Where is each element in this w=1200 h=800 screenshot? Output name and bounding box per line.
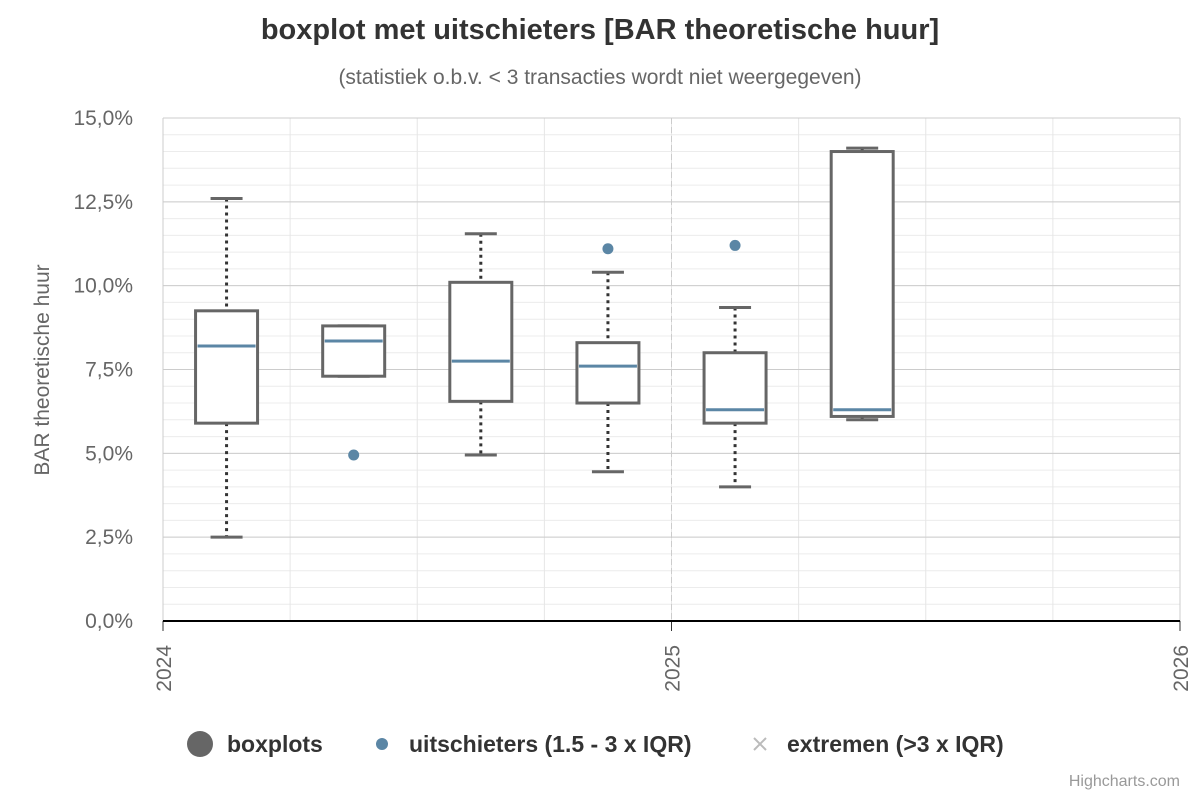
y-axis-title: BAR theoretische huur	[31, 264, 54, 475]
legend-item[interactable]: uitschieters (1.5 - 3 x IQR)	[376, 731, 691, 757]
y-tick-label: 15,0%	[73, 107, 133, 130]
iqr-box	[194, 309, 260, 425]
y-tick-label: 2,5%	[85, 526, 133, 549]
iqr-box	[321, 324, 387, 378]
legend-label: uitschieters (1.5 - 3 x IQR)	[409, 731, 691, 757]
boxplot-box	[829, 146, 895, 422]
iqr-box	[575, 341, 641, 405]
y-tick-label: 7,5%	[85, 359, 133, 382]
major-grid	[162, 117, 1181, 621]
y-tick-label: 12,5%	[73, 191, 133, 214]
outlier-point	[602, 243, 614, 255]
x-tick-label: 2025	[662, 645, 685, 692]
iqr-box	[448, 280, 514, 403]
chart-subtitle: (statistiek o.b.v. < 3 transacties wordt…	[338, 66, 862, 89]
iqr-box	[829, 150, 895, 418]
iqr-box	[702, 351, 768, 425]
chart-title: boxplot met uitschieters [BAR theoretisc…	[260, 14, 940, 46]
boxplot-box	[448, 232, 514, 457]
boxplot-box	[321, 324, 387, 378]
boxplot-box	[575, 270, 641, 474]
legend-item[interactable]: boxplots	[187, 731, 323, 757]
legend-label: boxplots	[227, 731, 323, 757]
x-tick-label: 2026	[1170, 645, 1193, 692]
credits-link[interactable]: Highcharts.com	[1068, 773, 1180, 790]
legend-symbol	[376, 738, 388, 750]
legend-symbol	[187, 731, 213, 757]
x-tick-label: 2024	[153, 645, 176, 692]
x-axis: 2024 2025 2026	[153, 620, 1193, 692]
y-axis: 0,0% 2,5% 5,0% 7,5% 10,0% 12,5% 15,0%	[73, 107, 133, 633]
boxplot-box	[702, 305, 768, 489]
legend-symbol	[753, 737, 767, 751]
outlier-point	[348, 449, 360, 461]
legend[interactable]: boxplots uitschieters (1.5 - 3 x IQR) extr…	[187, 731, 1004, 757]
legend-item[interactable]: extremen (>3 x IQR)	[753, 731, 1004, 757]
legend-label: extremen (>3 x IQR)	[787, 731, 1004, 757]
y-tick-label: 0,0%	[85, 610, 133, 633]
boxplot-box	[194, 196, 260, 539]
outlier-series	[348, 239, 741, 461]
outlier-point	[729, 239, 741, 251]
boxplot-series	[194, 146, 895, 539]
y-tick-label: 10,0%	[73, 275, 133, 298]
y-tick-label: 5,0%	[85, 442, 133, 465]
